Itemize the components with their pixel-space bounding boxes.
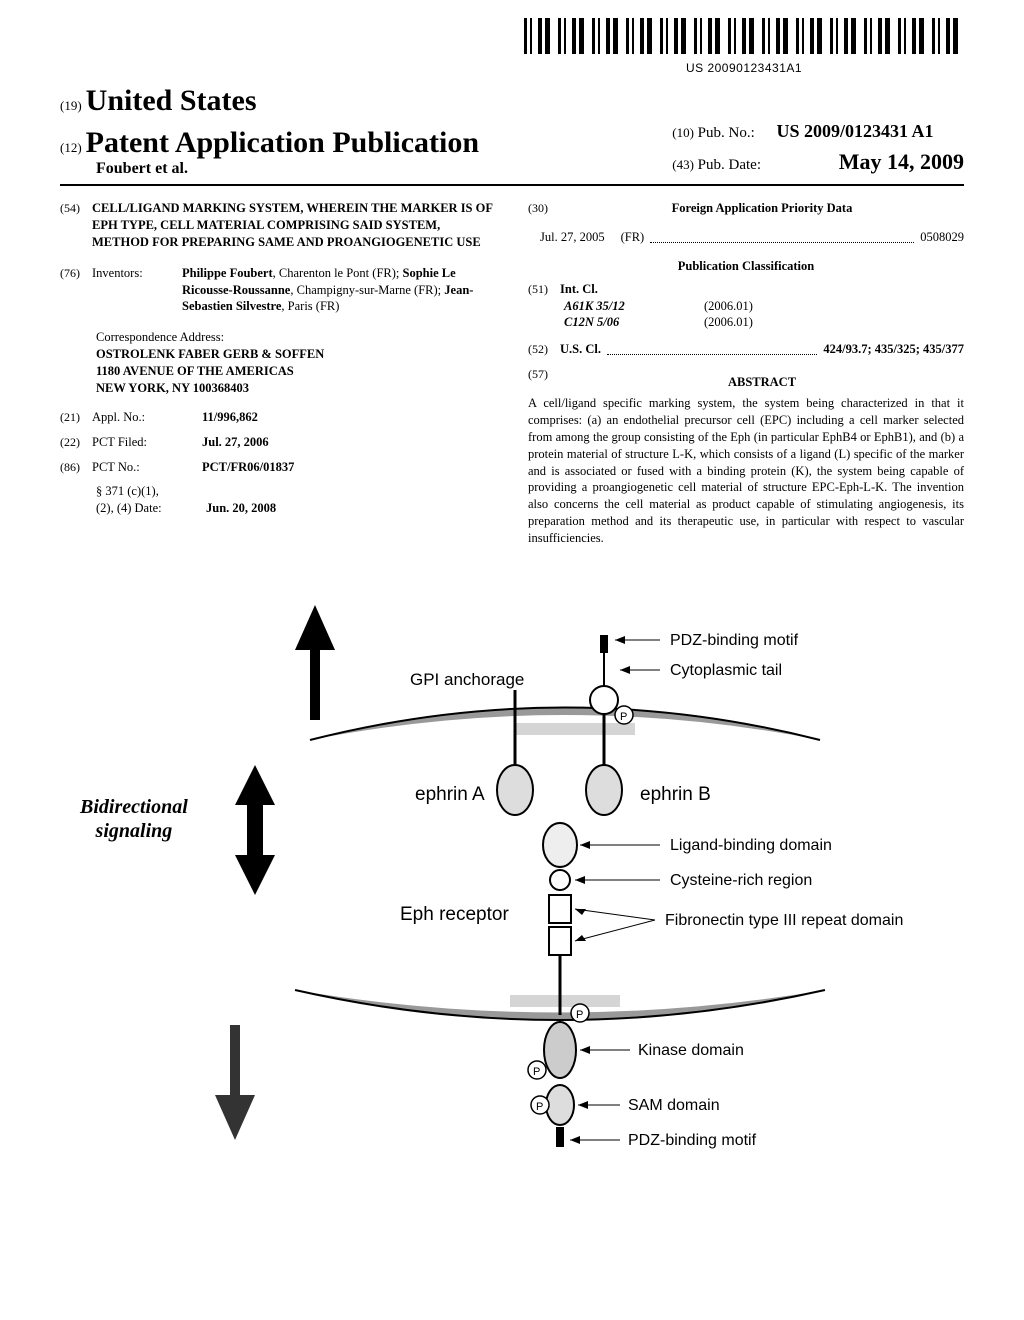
arrow-up-icon — [295, 605, 335, 720]
corr-line2: 1180 AVENUE OF THE AMERICAS — [96, 363, 496, 380]
foreign-num: 0508029 — [920, 229, 964, 246]
authors: Foubert et al. — [60, 160, 479, 178]
pubno-label: Pub. No.: — [698, 125, 755, 141]
ephrin-a-ellipse — [497, 765, 533, 815]
svg-text:P: P — [536, 1101, 543, 1113]
abstract-text: A cell/ligand specific marking system, t… — [528, 395, 964, 547]
applno-label: Appl. No.: — [92, 409, 202, 426]
pubtype-prefix: (12) — [60, 140, 82, 155]
abstract-label: ABSTRACT — [560, 374, 964, 391]
pubno-prefix: (10) — [672, 125, 694, 140]
barcode-text: US 20090123431A1 — [524, 61, 964, 75]
left-column: (54) CELL/LIGAND MARKING SYSTEM, WHEREIN… — [60, 200, 496, 547]
arrow-down-icon — [215, 1025, 255, 1140]
cyto-circle — [590, 686, 618, 714]
columns: (54) CELL/LIGAND MARKING SYSTEM, WHEREIN… — [60, 200, 964, 547]
applno-value: 11/996,862 — [202, 409, 258, 426]
pubdate-prefix: (43) — [672, 157, 694, 172]
pdz-top-rect — [600, 635, 608, 653]
intcl1-ver: (2006.01) — [704, 298, 753, 315]
ligand-binding-ellipse — [543, 823, 577, 867]
patent-title: CELL/LIGAND MARKING SYSTEM, WHEREIN THE … — [92, 200, 496, 251]
diagram-svg: GPI anchorage P PDZ-binding motif Cytopl… — [60, 595, 980, 1195]
p-top: P — [620, 711, 627, 723]
ephrin-a-label: ephrin A — [415, 784, 485, 805]
kinase-ellipse — [544, 1022, 576, 1078]
svg-text:P: P — [533, 1066, 540, 1078]
uscl-dots — [607, 341, 817, 355]
pubno-value: US 2009/0123431 A1 — [777, 121, 934, 141]
inventors-label: Inventors: — [92, 265, 182, 316]
pdz-top-label: PDZ-binding motif — [670, 632, 799, 649]
field-57-tag: (57) — [528, 366, 548, 395]
uscl-value: 424/93.7; 435/325; 435/377 — [823, 341, 964, 358]
foreign-country: (FR) — [621, 229, 645, 246]
fn3-rect1 — [549, 895, 571, 923]
diagram: Bidirectionalsignaling GPI anchorage — [60, 595, 964, 1195]
country-prefix: (19) — [60, 98, 82, 113]
ephrin-b-ellipse — [586, 765, 622, 815]
kinase-label: Kinase domain — [638, 1042, 744, 1059]
field-22-tag: (22) — [60, 434, 80, 451]
corr-line3: NEW YORK, NY 100368403 — [96, 380, 496, 397]
pubdate-label: Pub. Date: — [698, 157, 761, 173]
bidirectional-label: Bidirectionalsignaling — [80, 795, 188, 843]
field-86-tag: (86) — [60, 459, 80, 476]
barcode-region: US 20090123431A1 — [524, 18, 964, 75]
foreign-header: Foreign Application Priority Data — [560, 200, 964, 217]
gpi-label: GPI anchorage — [410, 670, 524, 689]
pctfiled-label: PCT Filed: — [92, 434, 202, 451]
intcl-label: Int. Cl. — [560, 281, 598, 298]
pctno-value: PCT/FR06/01837 — [202, 459, 294, 476]
arrow-bi-icon — [235, 765, 275, 895]
pubclass-header: Publication Classification — [528, 258, 964, 275]
cysteine-circle — [550, 870, 570, 890]
field-54-tag: (54) — [60, 200, 80, 216]
field-30-tag: (30) — [528, 200, 548, 223]
s371-label2: (2), (4) Date: — [96, 500, 206, 517]
sam-label: SAM domain — [628, 1097, 720, 1114]
inventors-text: Philippe Foubert, Charenton le Pont (FR)… — [182, 265, 496, 316]
field-51-tag: (51) — [528, 281, 548, 298]
upper-membrane-band — [515, 723, 635, 735]
sam-ellipse — [546, 1085, 574, 1125]
corr-label: Correspondence Address: — [96, 329, 496, 346]
pdz-bottom-rect — [556, 1127, 564, 1147]
fn3-rect2 — [549, 927, 571, 955]
country: United States — [86, 84, 257, 117]
ligand-binding-label: Ligand-binding domain — [670, 837, 832, 854]
ephrin-b-label: ephrin B — [640, 784, 711, 805]
s371-label1: § 371 (c)(1), — [96, 483, 276, 500]
svg-text:P: P — [576, 1009, 583, 1021]
corr-line1: OSTROLENK FABER GERB & SOFFEN — [96, 346, 496, 363]
cysteine-label: Cysteine-rich region — [670, 872, 812, 889]
pctfiled-value: Jul. 27, 2006 — [202, 434, 269, 451]
header-divider — [60, 184, 964, 186]
foreign-date: Jul. 27, 2005 — [540, 229, 605, 246]
pdz-bottom-label: PDZ-binding motif — [628, 1132, 757, 1149]
field-52-tag: (52) — [528, 341, 548, 358]
intcl1-code: A61K 35/12 — [564, 298, 704, 315]
intcl2-ver: (2006.01) — [704, 314, 753, 331]
field-76-tag: (76) — [60, 265, 80, 316]
field-21-tag: (21) — [60, 409, 80, 426]
pctno-label: PCT No.: — [92, 459, 202, 476]
uscl-label: U.S. Cl. — [560, 341, 601, 358]
right-column: (30) Foreign Application Priority Data J… — [528, 200, 964, 547]
dots — [650, 229, 914, 243]
barcode — [524, 18, 964, 54]
s371-value: Jun. 20, 2008 — [206, 500, 276, 517]
eph-receptor-label: Eph receptor — [400, 904, 509, 925]
pub-type: Patent Application Publication — [86, 126, 479, 159]
cyto-label: Cytoplasmic tail — [670, 662, 782, 679]
pubdate-value: May 14, 2009 — [839, 149, 964, 174]
fibronectin-label: Fibronectin type III repeat domain — [665, 912, 903, 929]
intcl2-code: C12N 5/06 — [564, 314, 704, 331]
header: (19) United States (12) Patent Applicati… — [60, 84, 964, 178]
